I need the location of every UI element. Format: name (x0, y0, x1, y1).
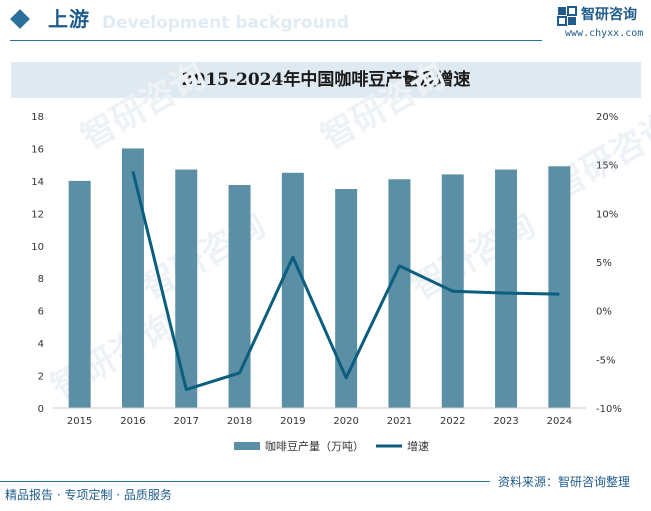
y-right-tick-label: 15% (596, 161, 618, 172)
watermark-text: 智研咨询 (45, 305, 183, 408)
y-left-tick-label: 18 (31, 112, 44, 123)
x-tick-label: 2020 (333, 416, 358, 427)
y-right-tick-label: -10% (596, 404, 622, 415)
y-left-tick-label: 16 (31, 144, 44, 155)
page-footer: 精品报告 · 专项定制 · 品质服务 (0, 481, 651, 511)
y-left-tick-label: 4 (38, 339, 44, 350)
x-tick-label: 2018 (227, 416, 252, 427)
x-tick-label: 2015 (67, 416, 92, 427)
y-left-tick-label: 2 (38, 372, 44, 383)
x-tick-label: 2017 (174, 416, 199, 427)
y-right-tick-label: 5% (596, 258, 612, 269)
bar (228, 184, 251, 408)
bar (335, 189, 358, 408)
x-tick-label: 2021 (387, 416, 412, 427)
watermark-text: 智研咨询 (315, 55, 453, 158)
watermark-text: 智研咨询 (75, 55, 213, 158)
x-tick-label: 2022 (440, 416, 465, 427)
y-right-tick-label: 20% (596, 112, 618, 123)
y-left-tick-label: 10 (31, 242, 44, 253)
y-right-tick-label: 0% (596, 307, 612, 318)
x-tick-label: 2024 (547, 416, 572, 427)
y-right-tick-label: 10% (596, 209, 618, 220)
growth-line (131, 171, 560, 392)
left-axis-ticks: 0 2 4 6 8 10 12 14 16 18 (31, 112, 44, 415)
y-left-tick-label: 14 (31, 177, 44, 188)
legend-bar-label: 咖啡豆产量（万吨） (265, 439, 364, 453)
page-header: 上游 Development background 智研咨询 www.chyxx… (0, 0, 651, 44)
section-title: 上游 (48, 7, 90, 31)
bar (175, 169, 198, 408)
legend-line-label: 增速 (407, 439, 429, 453)
source-note: 资料来源：智研咨询整理 (498, 475, 631, 489)
bar (548, 166, 571, 408)
bar (281, 172, 304, 408)
y-right-tick-label: -5% (596, 355, 615, 366)
header-watermark: Development background (102, 13, 349, 33)
header-divider (10, 40, 542, 41)
brand-url[interactable]: www.chyxx.com (565, 28, 644, 39)
footer-slogan: 精品报告 · 专项定制 · 品质服务 (5, 488, 172, 502)
chart-title-bar: 2015-2024年中国咖啡豆产量及增速 (11, 62, 641, 98)
line-series (131, 171, 560, 392)
right-axis-ticks: -10% -5% 0% 5% 10% 15% 20% (596, 112, 622, 415)
bar (68, 180, 91, 408)
bar (121, 148, 144, 408)
legend: 咖啡豆产量（万吨） 增速 (234, 439, 429, 453)
footer-divider (0, 481, 490, 482)
y-left-tick-label: 6 (38, 307, 44, 318)
legend-bar-swatch (234, 442, 260, 450)
bar-series (68, 148, 571, 408)
bar (495, 169, 518, 408)
x-tick-label: 2023 (493, 416, 518, 427)
y-left-tick-label: 0 (38, 404, 44, 415)
brand-name: 智研咨询 (581, 7, 637, 23)
y-left-tick-label: 8 (38, 274, 44, 285)
bar (388, 179, 411, 408)
x-tick-label: 2019 (280, 416, 305, 427)
x-tick-label: 2016 (120, 416, 145, 427)
brand-logo-icon (557, 6, 577, 26)
y-left-tick-label: 12 (31, 209, 44, 220)
chart-title: 2015-2024年中国咖啡豆产量及增速 (181, 70, 471, 90)
x-axis-ticks: 2015 2016 2017 2018 2019 2020 2021 2022 2023 2024 (67, 416, 572, 427)
